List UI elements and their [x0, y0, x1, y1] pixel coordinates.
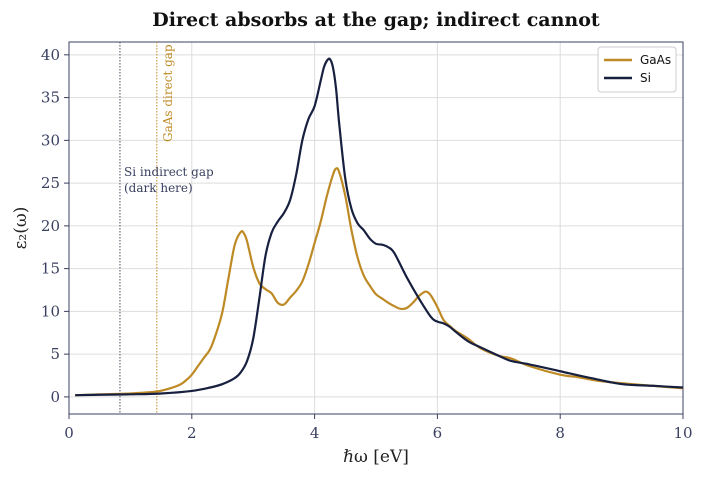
y-axis-ticks: 0 5 10 15 20 25 30 35 40 [41, 46, 69, 406]
series-line-gaas [75, 167, 684, 397]
x-tick-label: 0 [64, 424, 74, 442]
series-line-si [75, 57, 684, 397]
y-axis-label: ε₂(ω) [11, 207, 31, 250]
x-tick-label: 8 [555, 424, 565, 442]
gap-markers [119, 42, 158, 414]
y-tick-label: 30 [41, 131, 60, 149]
y-tick-label: 5 [50, 345, 60, 363]
x-axis-label: ℏω [eV] [343, 447, 409, 467]
si-gap-annotation-line2: (dark here) [124, 181, 193, 195]
y-tick-label: 25 [41, 174, 60, 192]
x-tick-label: 6 [433, 424, 443, 442]
gaas-gap-annotation: GaAs direct gap [161, 44, 175, 142]
y-tick-label: 0 [50, 388, 60, 406]
series-group [75, 57, 684, 397]
si-gap-annotation-line1: Si indirect gap [124, 165, 214, 179]
legend-label-si: Si [640, 71, 651, 85]
plot-area-frame [68, 41, 684, 415]
legend-label-gaas: GaAs [640, 53, 671, 67]
y-tick-label: 35 [41, 89, 60, 107]
y-tick-label: 20 [41, 217, 60, 235]
x-axis-ticks: 0 2 4 6 8 10 [64, 414, 693, 442]
y-tick-label: 15 [41, 260, 60, 278]
y-tick-label: 40 [41, 46, 60, 64]
y-tick-label: 10 [41, 302, 60, 320]
legend-box [597, 46, 677, 93]
x-tick-label: 10 [673, 424, 692, 442]
chart-title: Direct absorbs at the gap; indirect cann… [152, 9, 600, 31]
x-tick-label: 2 [187, 424, 197, 442]
legend: GaAs Si [597, 46, 677, 93]
x-tick-label: 4 [310, 424, 320, 442]
